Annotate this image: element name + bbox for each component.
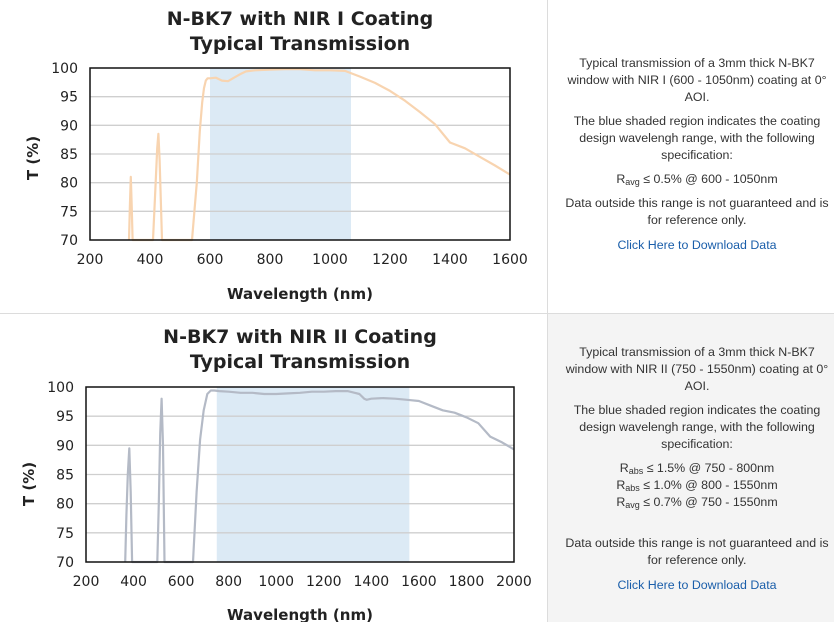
spec-subscript: abs <box>628 466 644 476</box>
y-axis-label: T (%) <box>24 136 42 180</box>
description-shade-note: The blue shaded region indicates the coa… <box>573 114 821 162</box>
y-tick-label: 75 <box>56 526 74 542</box>
y-tick-label: 75 <box>60 204 78 220</box>
spec-line: Ravg ≤ 0.7% @ 750 - 1550nm <box>562 494 832 511</box>
y-tick-label: 70 <box>60 233 78 249</box>
spec-text: ≤ 0.5% @ 600 - 1050nm <box>639 172 778 186</box>
y-tick-label: 90 <box>60 118 78 134</box>
spec-subscript: avg <box>625 177 640 187</box>
chart-nir2: N-BK7 with NIR II Coating Typical Transmi… <box>20 326 532 622</box>
x-tick-label: 600 <box>197 252 224 268</box>
description-nir1: Typical transmission of a 3mm thick N-BK… <box>562 55 832 261</box>
x-tick-label: 1000 <box>258 574 294 590</box>
x-tick-label: 1600 <box>492 252 528 268</box>
y-tick-label: 85 <box>60 147 78 163</box>
chart-nir1: N-BK7 with NIR I Coating Typical Transmis… <box>24 8 528 303</box>
spec-symbol: R <box>616 495 626 509</box>
x-axis-label: Wavelength (nm) <box>227 285 373 303</box>
description-cell-nir1: Typical transmission of a 3mm thick N-BK… <box>548 0 834 313</box>
y-tick-label: 95 <box>60 90 78 106</box>
spec-symbol: R <box>616 172 626 186</box>
y-axis-label: T (%) <box>20 462 38 506</box>
transmission-line <box>127 67 511 242</box>
y-tick-label: 70 <box>56 555 74 571</box>
x-tick-label: 400 <box>137 252 164 268</box>
chart-title: Typical Transmission <box>190 351 410 373</box>
x-tick-label: 2000 <box>496 574 532 590</box>
x-axis-label: Wavelength (nm) <box>227 606 373 622</box>
y-tick-label: 100 <box>47 380 74 396</box>
description-disclaimer: Data outside this range is not guarantee… <box>565 196 829 227</box>
spec-list: Rabs ≤ 1.5% @ 750 - 800nm Rabs ≤ 1.0% @ … <box>562 460 832 511</box>
download-data-link[interactable]: Click Here to Download Data <box>617 238 777 252</box>
x-tick-label: 1400 <box>354 574 390 590</box>
chart-row-nir1: N-BK7 with NIR I Coating Typical Transmis… <box>0 0 834 313</box>
x-tick-label: 800 <box>257 252 284 268</box>
x-tick-label: 1200 <box>372 252 408 268</box>
spec-text: ≤ 1.5% @ 750 - 800nm <box>643 461 775 475</box>
x-tick-label: 1800 <box>449 574 485 590</box>
spec-symbol: R <box>619 461 629 475</box>
description-disclaimer: Data outside this range is not guarantee… <box>565 536 829 567</box>
x-tick-label: 1200 <box>306 574 342 590</box>
download-data-link[interactable]: Click Here to Download Data <box>617 578 777 592</box>
description-shade-note: The blue shaded region indicates the coa… <box>573 403 821 451</box>
spec-subscript: avg <box>625 500 640 510</box>
x-tick-label: 600 <box>168 574 195 590</box>
x-tick-label: 1400 <box>432 252 468 268</box>
spec-text: ≤ 1.0% @ 800 - 1550nm <box>639 478 778 492</box>
x-tick-label: 400 <box>120 574 147 590</box>
spec-line: Rabs ≤ 1.0% @ 800 - 1550nm <box>562 477 832 494</box>
plot-frame <box>85 386 515 563</box>
y-tick-label: 95 <box>56 409 74 425</box>
description-cell-nir2: Typical transmission of a 3mm thick N-BK… <box>548 314 834 622</box>
description-nir2: Typical transmission of a 3mm thick N-BK… <box>562 344 832 601</box>
chart-title: N-BK7 with NIR II Coating <box>163 326 437 348</box>
spec-subscript: abs <box>625 483 640 493</box>
description-intro: Typical transmission of a 3mm thick N-BK… <box>567 56 827 104</box>
plot-frame <box>89 67 511 241</box>
x-tick-label: 800 <box>215 574 242 590</box>
spec-line: Ravg ≤ 0.5% @ 600 - 1050nm <box>562 171 832 188</box>
transmission-line <box>124 389 515 564</box>
chart-title: Typical Transmission <box>190 33 410 55</box>
x-tick-label: 200 <box>77 252 104 268</box>
spec-list: Ravg ≤ 0.5% @ 600 - 1050nm <box>562 171 832 188</box>
y-tick-label: 85 <box>56 468 74 484</box>
description-intro: Typical transmission of a 3mm thick N-BK… <box>565 345 829 393</box>
spec-text: ≤ 0.7% @ 750 - 1550nm <box>639 495 778 509</box>
y-tick-label: 90 <box>56 438 74 454</box>
x-tick-label: 1000 <box>312 252 348 268</box>
x-tick-label: 200 <box>73 574 100 590</box>
y-tick-label: 100 <box>51 61 78 77</box>
y-tick-label: 80 <box>56 497 74 513</box>
chart-row-nir2: N-BK7 with NIR II Coating Typical Transmi… <box>0 313 834 622</box>
chart-cell-nir2: N-BK7 with NIR II Coating Typical Transmi… <box>0 314 548 622</box>
spec-symbol: R <box>616 478 626 492</box>
chart-cell-nir1: N-BK7 with NIR I Coating Typical Transmis… <box>0 0 548 313</box>
spec-line: Rabs ≤ 1.5% @ 750 - 800nm <box>562 460 832 477</box>
chart-title: N-BK7 with NIR I Coating <box>167 8 434 30</box>
x-tick-label: 1600 <box>401 574 437 590</box>
y-tick-label: 80 <box>60 176 78 192</box>
